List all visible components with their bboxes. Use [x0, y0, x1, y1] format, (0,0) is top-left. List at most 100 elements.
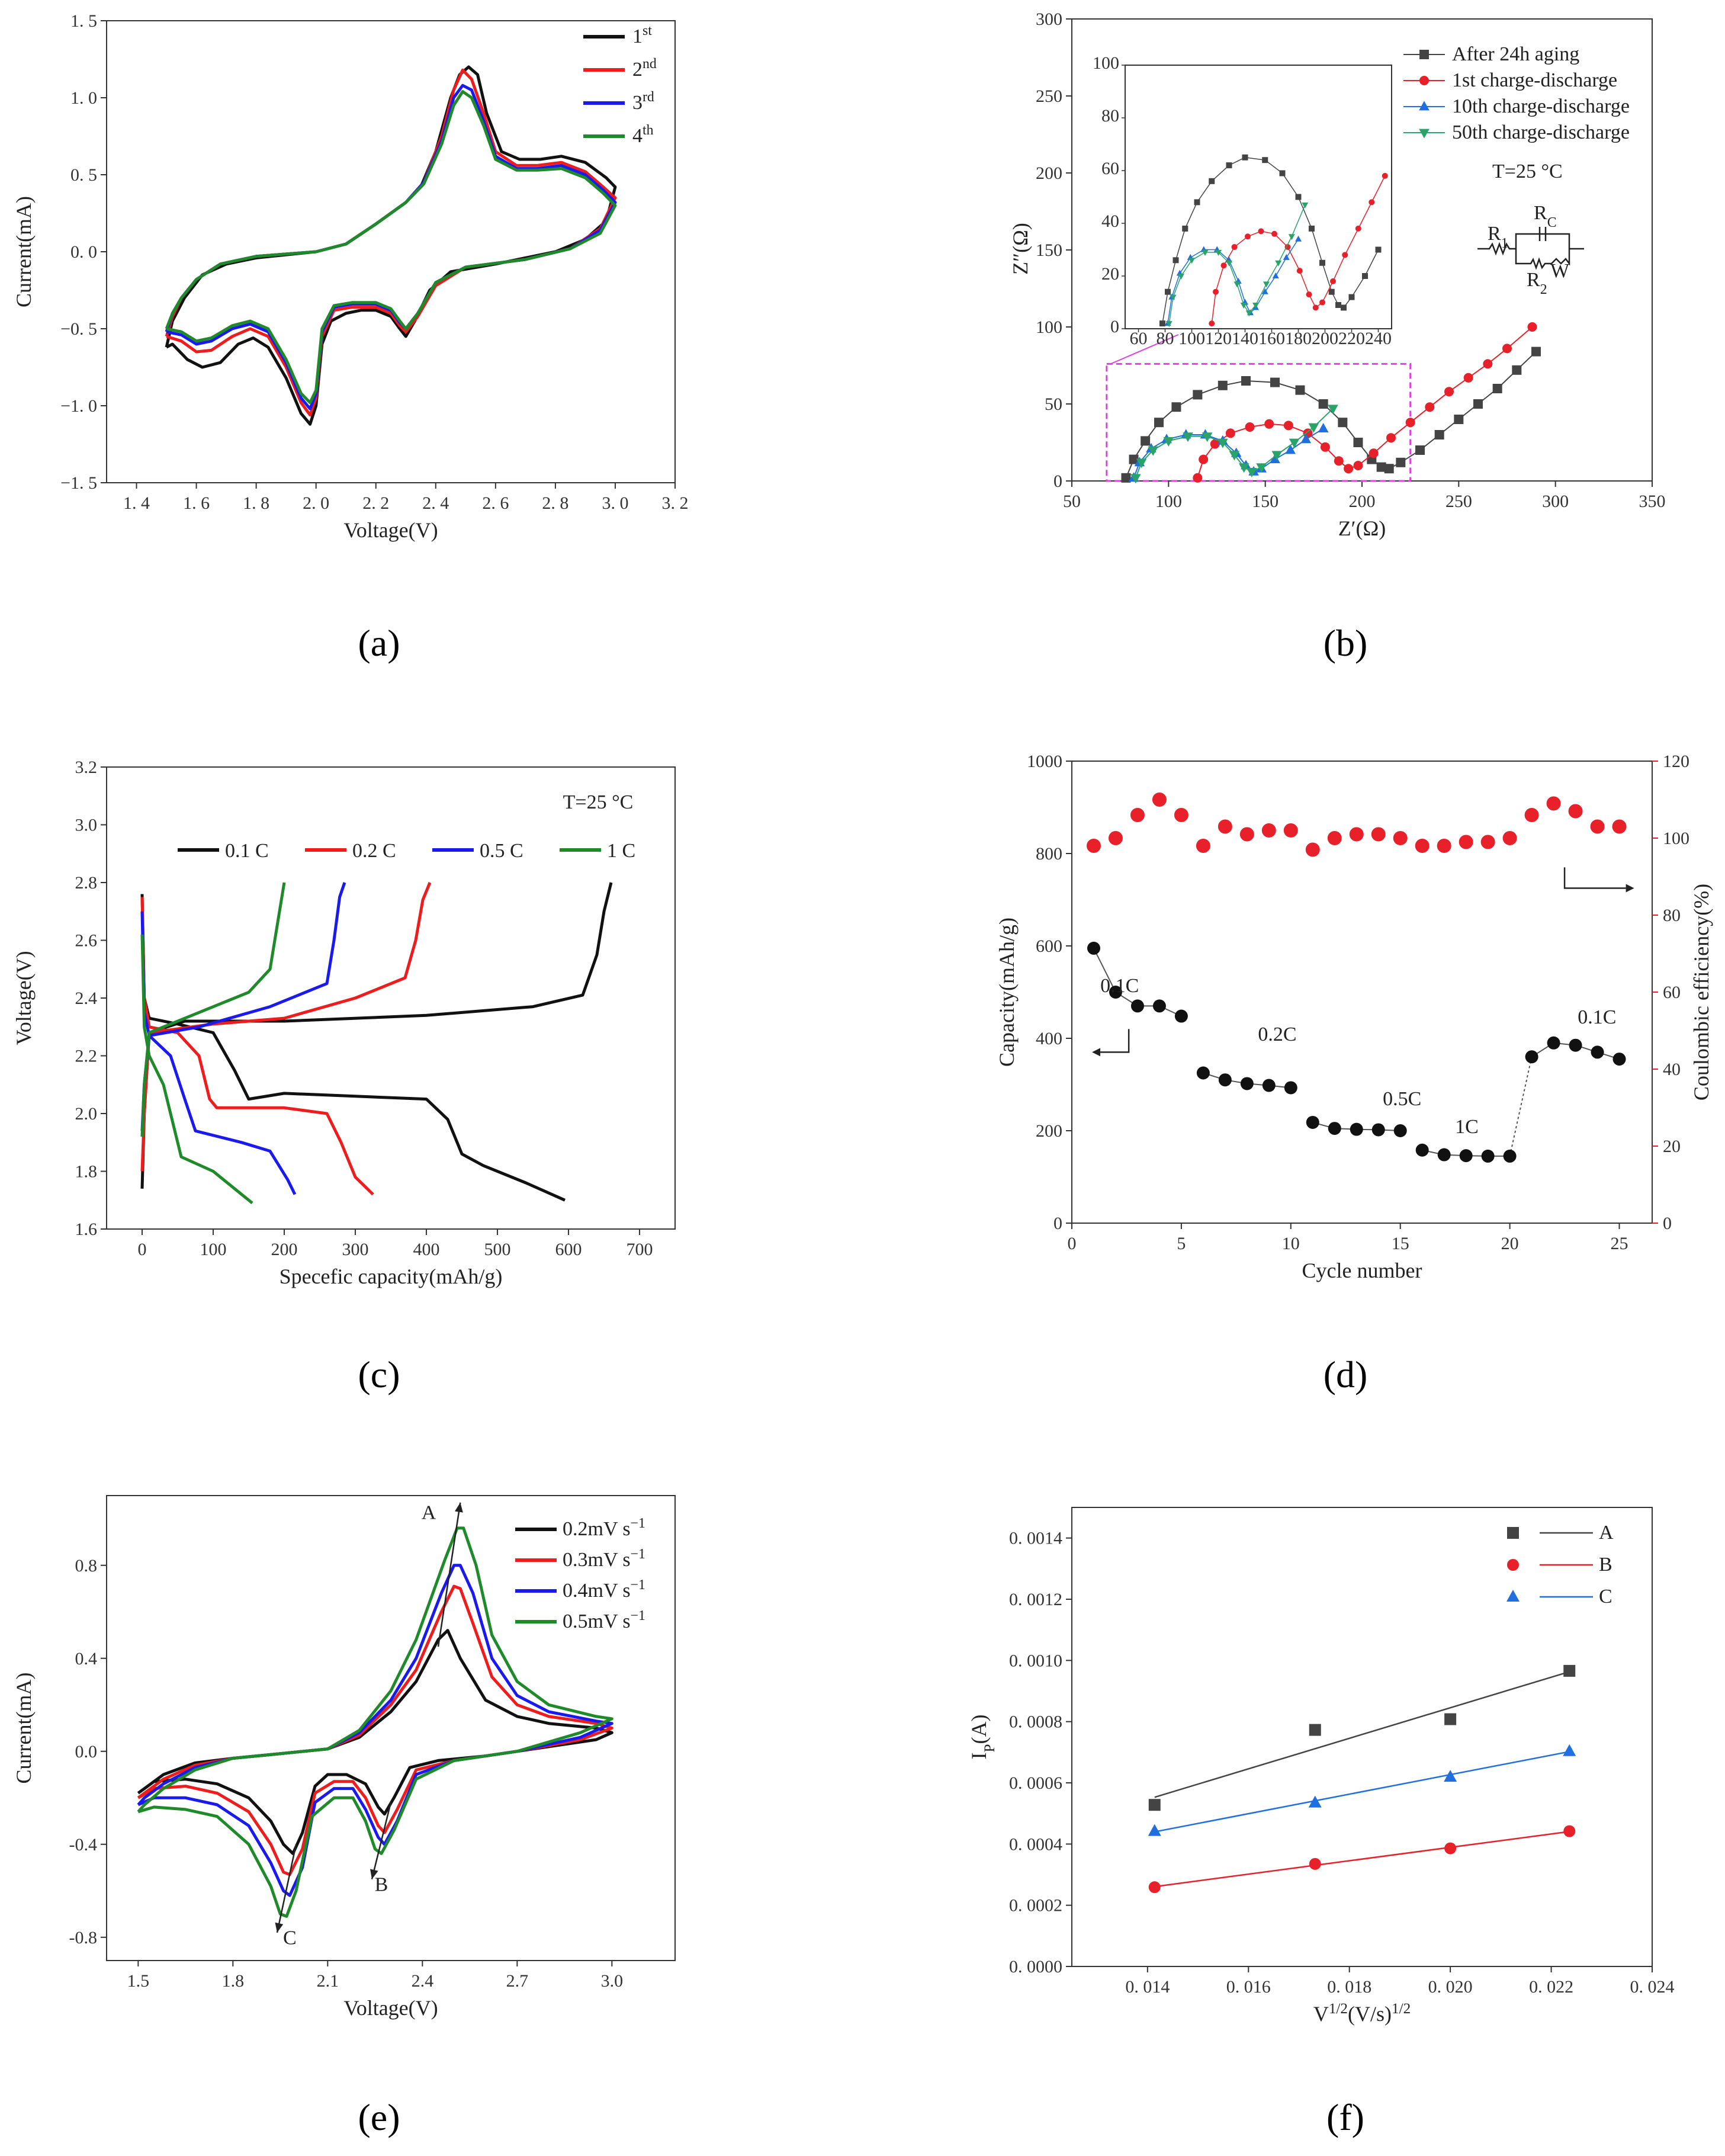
chart-f-ytick-label: 0. 0014 [1009, 1529, 1062, 1548]
chart-a-legend-label-part: nd [643, 56, 657, 72]
chart-e-frame [106, 1495, 676, 1961]
chart-d-capacity-point [1459, 1149, 1473, 1163]
chart-b-point [1229, 451, 1240, 461]
chart-c-legend-label: 0.1 C [225, 840, 269, 862]
chart-a-xtick-label: 1. 6 [183, 493, 210, 513]
chart-b-inset-point [1302, 202, 1309, 208]
chart-e-xtick-label: 1.8 [222, 1971, 245, 1991]
chart-b-ytick-label: 250 [1036, 86, 1062, 106]
chart-b-point [1384, 464, 1394, 474]
chart-d-capacity-point [1152, 999, 1166, 1013]
chart-d-ytick-right-label: 60 [1663, 983, 1681, 1002]
chart-f-point [1309, 1857, 1321, 1870]
chart-d: 0 5 10 15 20 25 0 200 400 600 800 1000 0 20 40 60 80 100 1… [995, 752, 1713, 1282]
chart-b-inset-series-4 [1165, 202, 1309, 328]
chart-f-xlabel: V1/2(V/s)1/2 [1313, 2001, 1411, 2026]
chart-b-point [1320, 442, 1330, 452]
chart-c-ytick-label: 2.0 [75, 1104, 98, 1124]
chart-b-inset-point [1202, 249, 1209, 256]
chart-d-capacity-point [1328, 1122, 1341, 1135]
chart-b-inset-point [1271, 230, 1277, 237]
chart-c-ytick-label: 3.2 [75, 758, 98, 777]
chart-e-ytick-label: 0.8 [75, 1556, 98, 1576]
chart-c-series-8 [140, 882, 286, 1137]
chart-b-inset-point [1319, 259, 1325, 266]
chart-e-peak-label-b: B [375, 1873, 388, 1895]
chart-c-series-3 [140, 897, 374, 1196]
chart-a-series-3 [165, 84, 617, 410]
chart-a-frame [106, 20, 676, 483]
chart-e-legend-label: 0.3mV s−1 [563, 1547, 645, 1571]
chart-d-ytick-right-label: 80 [1663, 906, 1681, 925]
chart-d-efficiency-point [1261, 823, 1276, 838]
chart-b-inset-point [1213, 288, 1219, 295]
chart-c-legend-label: 0.2 C [352, 840, 396, 862]
chart-c-ytick-label: 1.8 [75, 1162, 98, 1182]
chart-b-inset-point [1296, 268, 1303, 274]
panel-caption: (e) [358, 2096, 400, 2138]
chart-b-inset-point [1348, 294, 1355, 300]
chart-b-point [1193, 390, 1203, 400]
chart-b-inset-point [1319, 299, 1325, 306]
chart-b-inset-point [1369, 199, 1375, 206]
chart-d-capacity-point [1481, 1149, 1495, 1163]
chart-b-point [1141, 436, 1151, 446]
chart-d-capacity-point [1240, 1077, 1254, 1090]
chart-b-circuit-rc-part: R [1534, 202, 1547, 224]
chart-b-xtick-label: 100 [1155, 492, 1182, 511]
chart-e-arrow-b [371, 1802, 392, 1879]
chart-d-capacity-point [1087, 941, 1100, 955]
chart-d-efficiency-point [1371, 827, 1386, 842]
chart-c-series-4 [140, 882, 432, 1172]
chart-d-efficiency-point [1108, 831, 1123, 845]
chart-b-point [1271, 451, 1283, 461]
chart-c-xtick-label: 100 [200, 1240, 227, 1259]
chart-c-xtick-label: 500 [484, 1240, 511, 1259]
chart-b-point [1295, 385, 1305, 395]
chart-b-point [1405, 418, 1415, 428]
chart-b-xtick-label: 150 [1252, 492, 1279, 511]
chart-b-inset-point [1262, 157, 1268, 163]
chart-c-series-2 [140, 882, 613, 1189]
chart-b-point [1454, 415, 1464, 424]
chart-d-rate-label: 0.1C [1578, 1006, 1616, 1028]
chart-f-point [1148, 1799, 1161, 1811]
chart-d-rate-label: 0.5C [1383, 1088, 1421, 1110]
chart-b-legend-marker [1419, 50, 1429, 59]
chart-a-xtick-label: 1. 4 [123, 493, 150, 513]
chart-b-inset-xtick-label: 160 [1258, 329, 1285, 348]
chart-a-xtick-label: 3. 0 [602, 493, 628, 513]
chart-d-efficiency-point [1459, 835, 1473, 849]
chart-d-efficiency-point [1590, 819, 1605, 834]
chart-b-inset-point [1258, 228, 1264, 235]
chart-f-xlabel-part: 1/2 [1392, 2001, 1411, 2017]
chart-d-capacity-point [1547, 1036, 1560, 1050]
chart-b-point [1163, 437, 1174, 447]
chart-c-ylabel: Voltage(V) [12, 951, 36, 1045]
chart-f-point [1308, 1795, 1322, 1808]
chart-b-point [1247, 468, 1257, 477]
chart-e-series-4 [137, 1526, 613, 1918]
chart-e-legend-label-part: 0.2mV s [563, 1518, 631, 1540]
chart-b-inset-ytick-label: 60 [1101, 159, 1119, 178]
chart-b-point [1283, 421, 1293, 431]
chart-e-xtick-label: 2.7 [506, 1971, 529, 1991]
chart-d-xtick-label: 25 [1611, 1234, 1628, 1253]
chart-b-ytick-label: 150 [1036, 240, 1062, 260]
chart-e-xlabel: Voltage(V) [343, 1996, 438, 2020]
chart-b-xtick-label: 300 [1542, 492, 1569, 511]
chart-b-point [1218, 438, 1228, 448]
chart-d-arrow-left [1100, 1029, 1130, 1053]
chart-b-point [1376, 462, 1386, 472]
chart-a-xtick-label: 2. 6 [482, 493, 509, 513]
chart-f-xlabel-part: V [1313, 2002, 1329, 2026]
chart-b-point [1264, 419, 1274, 429]
chart-b-inset-xtick-label: 60 [1130, 329, 1148, 348]
chart-b-inset-point [1209, 178, 1215, 184]
chart-f-fit-line [1154, 1751, 1570, 1833]
chart-d-rate-label: 0.1C [1100, 975, 1139, 997]
chart-b-inset-point [1194, 199, 1200, 206]
chart-c-ytick-label: 2.2 [75, 1047, 98, 1066]
chart-a-xlabel: Voltage(V) [343, 518, 438, 542]
chart-b-inset-point [1295, 194, 1302, 200]
